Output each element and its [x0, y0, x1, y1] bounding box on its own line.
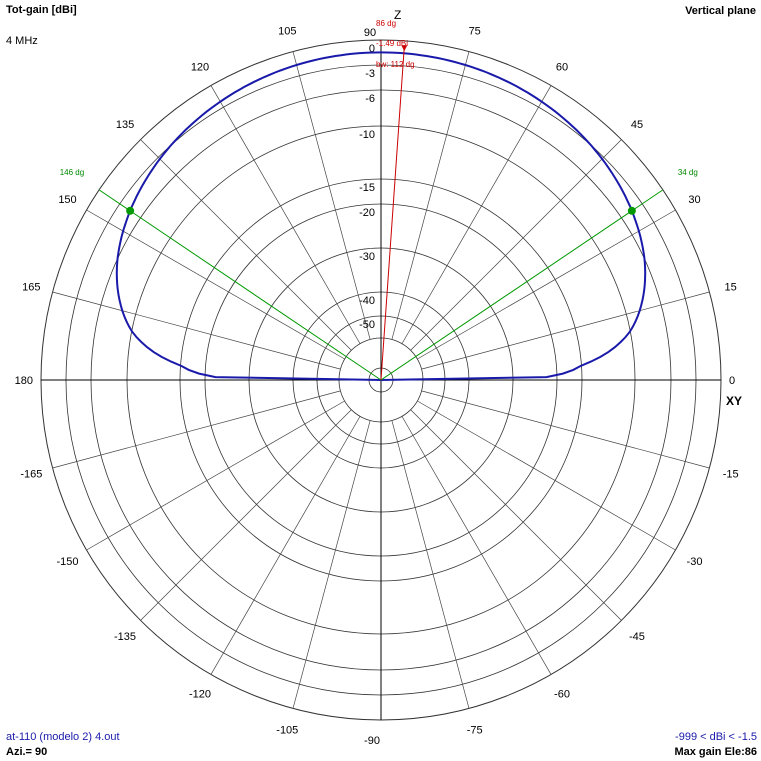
angle-label: 75 [469, 25, 481, 37]
angle-label: -45 [629, 631, 645, 643]
grid-spoke [86, 400, 345, 551]
angle-label: -105 [276, 725, 298, 737]
angle-label: -15 [723, 469, 739, 481]
grid-spoke [421, 291, 710, 370]
max-gain-arrow [401, 45, 408, 52]
grid-spoke [391, 51, 470, 340]
angle-label: 105 [278, 25, 296, 37]
frequency-label: 4 MHz [6, 35, 38, 47]
ring-label: -40 [359, 295, 375, 307]
ring-label: -30 [359, 251, 375, 263]
grid-spoke [86, 209, 345, 360]
angle-label: 90 [364, 27, 376, 39]
angle-label: 135 [116, 119, 134, 131]
angle-label: 30 [688, 194, 700, 206]
pattern-curve [115, 51, 647, 381]
grid-spoke [210, 416, 361, 675]
angle-labels: 0153045607590105120135150165180-165-150-… [15, 25, 739, 747]
angle-label: -150 [56, 556, 78, 568]
ring-label: -15 [359, 182, 375, 194]
file-label: at-110 (modelo 2) 4.out [6, 731, 120, 743]
grid-spoke [140, 409, 352, 621]
angle-label: -120 [189, 689, 211, 701]
grid-spoke [292, 420, 371, 709]
range-label: -999 < dBi < -1.5 [675, 731, 757, 743]
angle-label: -30 [687, 556, 703, 568]
angle-label: 165 [22, 281, 40, 293]
grid-spoke [52, 291, 341, 370]
angle-label: -75 [467, 725, 483, 737]
grid-spoke [210, 85, 361, 344]
ring-label: -10 [359, 129, 375, 141]
plane-label: Vertical plane [685, 5, 756, 17]
grid-spoke [410, 139, 622, 351]
angle-label: 150 [58, 194, 76, 206]
beamwidth-line [98, 189, 382, 381]
xy-axis-label: XY [726, 394, 742, 408]
angle-label: -90 [364, 735, 380, 747]
beamwidth-dot [627, 206, 636, 215]
ring-label: 0 [369, 43, 375, 55]
grid-spoke [421, 390, 710, 469]
azimuth-label: Azi.= 90 [6, 746, 48, 758]
ring-label: -6 [365, 93, 375, 105]
max-angle-label: 86 dg [376, 19, 396, 28]
angle-label: -60 [554, 689, 570, 701]
z-axis-label: Z [394, 8, 401, 22]
grid-spoke [417, 400, 676, 551]
grid-spoke [140, 139, 352, 351]
grid-spoke [401, 416, 552, 675]
radiation-pattern [115, 51, 647, 381]
grid-spoke [417, 209, 676, 360]
angle-label: 60 [556, 61, 568, 73]
beamwidth-line [380, 189, 664, 381]
ring-label: -20 [359, 207, 375, 219]
beamwidth-value-label: bw: 112 dg [376, 60, 415, 69]
grid-spoke [410, 409, 622, 621]
angle-label: -165 [20, 469, 42, 481]
grid-spoke [401, 85, 552, 344]
max-gain-line [380, 47, 405, 381]
angle-label: 45 [631, 119, 643, 131]
angle-label: 15 [725, 281, 737, 293]
beamwidth-dot [126, 206, 135, 215]
max-gain-value-label: -1.49 dBi [376, 39, 408, 48]
grid-spoke [292, 51, 371, 340]
max-gain-label: Max gain Ele:86 [674, 746, 757, 758]
angle-label: 180 [15, 375, 33, 387]
ring-label: -3 [365, 68, 375, 80]
grid-spoke [391, 420, 470, 709]
pattern-markers: 34 dg 146 dg 86 dg -1.49 dBi bw: 112 dg [60, 19, 698, 381]
angle-label: -135 [114, 631, 136, 643]
grid-spoke [52, 390, 341, 469]
beamwidth-label: 34 dg [678, 168, 698, 177]
beamwidth-label: 146 dg [60, 168, 84, 177]
angle-label: 120 [191, 61, 209, 73]
angle-label: 0 [729, 375, 735, 387]
polar-grid: 0 -3 -6 -10 -15 -20 -30 -40 -50 [40, 39, 722, 721]
chart-title: Tot-gain [dBi] [6, 4, 77, 16]
ring-label: -50 [359, 319, 375, 331]
